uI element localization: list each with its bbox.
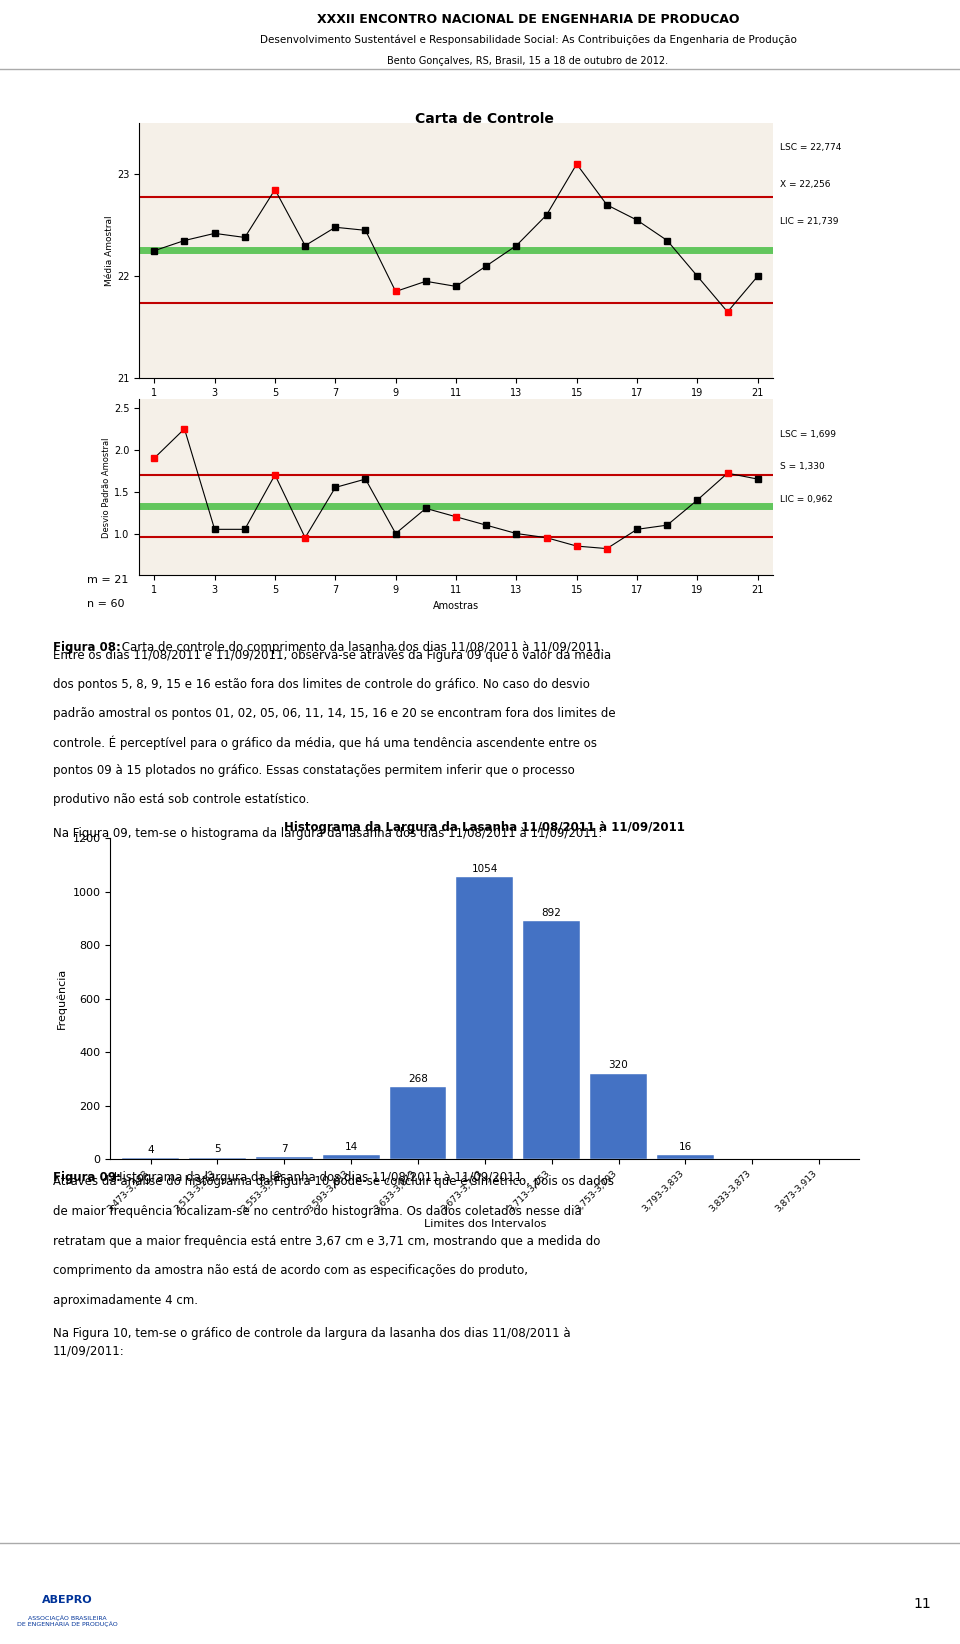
Text: Na Figura 09, tem-se o histograma da largura da lasanha dos dias 11/08/2011 à 11: Na Figura 09, tem-se o histograma da lar… (53, 827, 602, 840)
Text: 268: 268 (408, 1074, 428, 1085)
Text: Figura 09:: Figura 09: (53, 1171, 121, 1184)
Text: LSC = 22,774: LSC = 22,774 (780, 143, 841, 153)
Text: Através da análise do histograma da Figura 10 pode-se concluir que é simétrico, : Através da análise do histograma da Figu… (53, 1175, 613, 1189)
Bar (0, 0, 96, 72)
X-axis label: Limites dos Intervalos: Limites dos Intervalos (423, 1220, 546, 1230)
Text: Histograma da largura da lasanha dos dias 11/08/2011 à 11/09/2011.: Histograma da largura da lasanha dos dia… (110, 1171, 526, 1184)
Text: 16: 16 (679, 1141, 692, 1151)
Text: Carta de controle do comprimento da lasanha dos dias 11/08/2011 à 11/09/2011.: Carta de controle do comprimento da lasa… (118, 641, 605, 654)
Text: 5: 5 (214, 1144, 221, 1154)
Y-axis label: Média Amostral: Média Amostral (106, 215, 114, 286)
Text: retratam que a maior frequência está entre 3,67 cm e 3,71 cm, mostrando que a me: retratam que a maior frequência está ent… (53, 1235, 600, 1248)
Text: 11/08/2011 à 11/09/2011: 11/08/2011 à 11/09/2011 (410, 130, 560, 143)
Bar (657, 1154, 714, 1159)
Text: XXXII ENCONTRO NACIONAL DE ENGENHARIA DE PRODUCAO: XXXII ENCONTRO NACIONAL DE ENGENHARIA DE… (317, 13, 739, 26)
Text: 892: 892 (541, 907, 562, 917)
Text: S = 1,330: S = 1,330 (780, 462, 825, 472)
Text: comprimento da amostra não está de acordo com as especificações do produto,: comprimento da amostra não está de acord… (53, 1264, 528, 1277)
Y-axis label: Desvio Padrão Amostral: Desvio Padrão Amostral (102, 437, 111, 538)
Text: controle. É perceptível para o gráfico da média, que há uma tendência ascendente: controle. É perceptível para o gráfico d… (53, 737, 597, 750)
Text: 320: 320 (609, 1060, 629, 1070)
Bar (255, 1157, 313, 1159)
Text: Comprimento: Comprimento (444, 148, 525, 161)
Text: LIC = 0,962: LIC = 0,962 (780, 495, 832, 505)
Text: padrão amostral os pontos 01, 02, 05, 06, 11, 14, 15, 16 e 20 se encontram fora : padrão amostral os pontos 01, 02, 05, 06… (53, 707, 615, 720)
Text: ASSOCIAÇÃO BRASILEIRA
DE ENGENHARIA DE PRODUÇÃO: ASSOCIAÇÃO BRASILEIRA DE ENGENHARIA DE P… (17, 1614, 117, 1628)
Text: LSC = 1,699: LSC = 1,699 (780, 429, 835, 439)
Text: Bento Gonçalves, RS, Brasil, 15 a 18 de outubro de 2012.: Bento Gonçalves, RS, Brasil, 15 a 18 de … (388, 56, 668, 66)
Text: Na Figura 10, tem-se o gráfico de controle da largura da lasanha dos dias 11/08/: Na Figura 10, tem-se o gráfico de contro… (53, 1327, 570, 1340)
Text: Carta de Controle: Carta de Controle (416, 112, 554, 127)
X-axis label: Amostras: Amostras (433, 403, 479, 413)
Text: 1054: 1054 (471, 865, 498, 875)
Bar (390, 1087, 446, 1159)
Bar (456, 878, 514, 1159)
Text: 14: 14 (345, 1143, 358, 1152)
Text: 11: 11 (914, 1596, 931, 1611)
X-axis label: Amostras: Amostras (433, 600, 479, 610)
Text: 4: 4 (147, 1144, 154, 1154)
Text: X = 22,256: X = 22,256 (780, 179, 830, 189)
Text: de maior frequência localizam-se no centro do histograma. Os dados coletados nes: de maior frequência localizam-se no cent… (53, 1205, 582, 1218)
Text: ABEPRO: ABEPRO (42, 1595, 92, 1605)
Text: 7: 7 (281, 1144, 288, 1154)
Text: m = 21: m = 21 (87, 575, 129, 585)
Text: LIC = 21,739: LIC = 21,739 (780, 217, 838, 227)
Text: produtivo não está sob controle estatístico.: produtivo não está sob controle estatíst… (53, 794, 309, 806)
Text: Entre os dias 11/08/2011 e 11/09/2011, observa-se através da Figura 09 que o val: Entre os dias 11/08/2011 e 11/09/2011, o… (53, 649, 611, 663)
Text: aproximadamente 4 cm.: aproximadamente 4 cm. (53, 1294, 198, 1307)
Text: pontos 09 à 15 plotados no gráfico. Essas constatações permitem inferir que o pr: pontos 09 à 15 plotados no gráfico. Essa… (53, 764, 574, 778)
Y-axis label: Frequência: Frequência (57, 968, 67, 1029)
Bar (323, 1156, 379, 1159)
Text: Figura 08:: Figura 08: (53, 641, 121, 654)
Bar (523, 921, 580, 1159)
Title: Histograma da Largura da Lasanha 11/08/2011 à 11/09/2011: Histograma da Largura da Lasanha 11/08/2… (284, 822, 685, 835)
Text: dos pontos 5, 8, 9, 15 e 16 estão fora dos limites de controle do gráfico. No ca: dos pontos 5, 8, 9, 15 e 16 estão fora d… (53, 677, 589, 690)
Text: Desenvolvimento Sustentável e Responsabilidade Social: As Contribuições da Engen: Desenvolvimento Sustentável e Responsabi… (259, 35, 797, 46)
Text: 11/09/2011:: 11/09/2011: (53, 1345, 125, 1358)
Bar (590, 1074, 647, 1159)
Text: n = 60: n = 60 (87, 598, 125, 608)
